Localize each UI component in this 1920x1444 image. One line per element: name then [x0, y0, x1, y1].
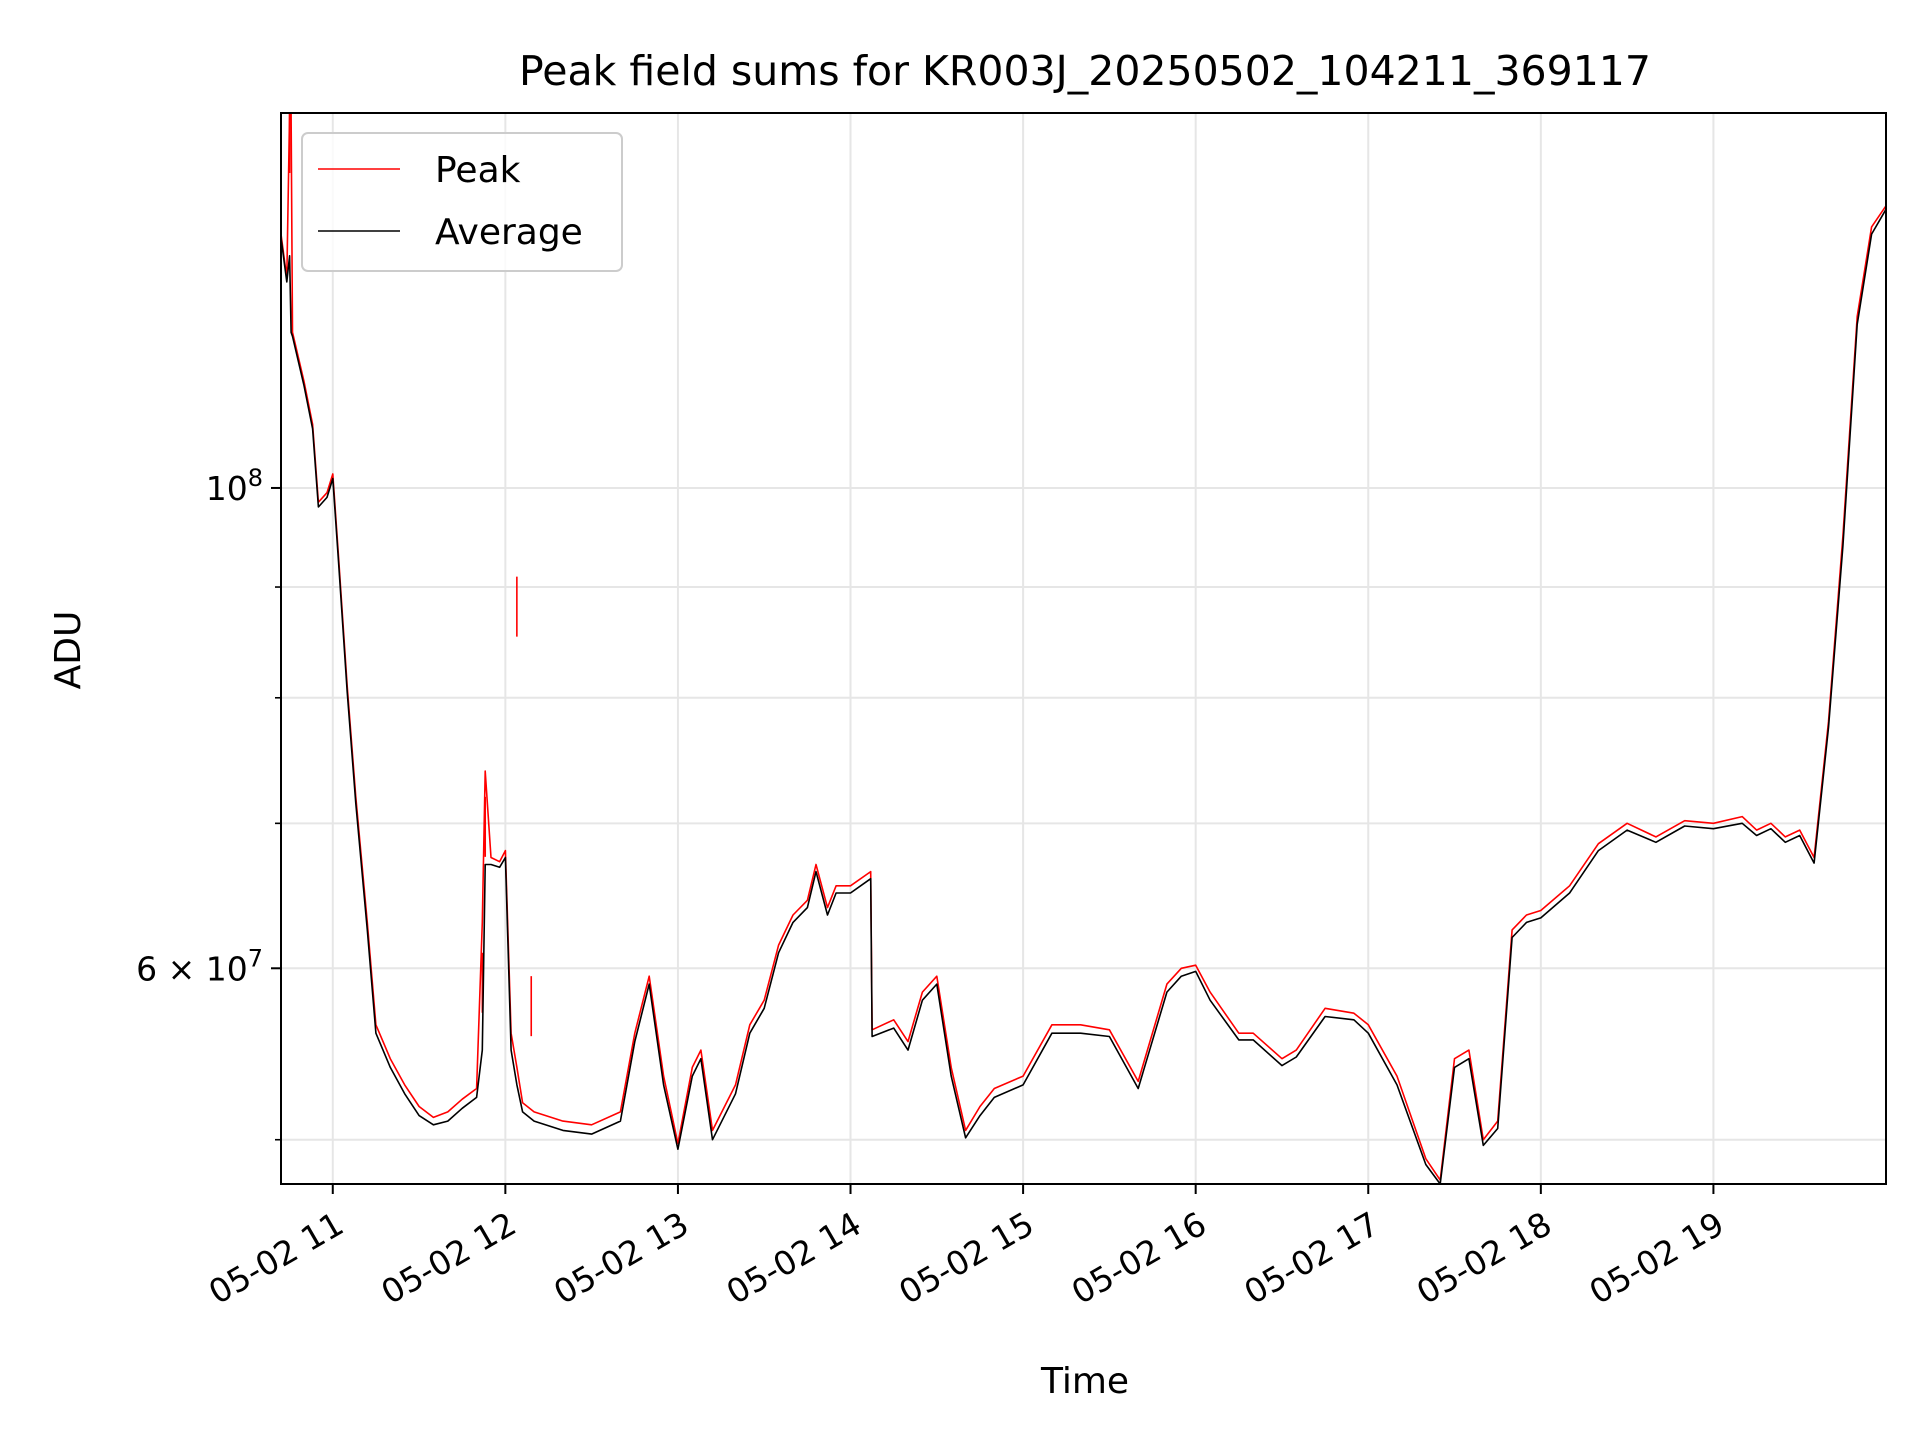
grid [281, 113, 1886, 1184]
legend-label-average: Average [435, 212, 583, 253]
x-axis-label: Time [1040, 1361, 1129, 1402]
legend: Peak Average [301, 132, 623, 272]
y-tick-label: 6 × 107 [136, 944, 263, 988]
plot-frame [280, 112, 1887, 1185]
y-tick-label: 108 [206, 464, 263, 508]
y-axis-label: ADU [48, 611, 89, 690]
legend-box [301, 132, 623, 272]
series-layer [280, 112, 1887, 1185]
legend-label-peak: Peak [435, 150, 521, 191]
chart-title: Peak field sums for KR003J_20250502_1042… [519, 47, 1651, 95]
series-line-average [280, 208, 1887, 1185]
